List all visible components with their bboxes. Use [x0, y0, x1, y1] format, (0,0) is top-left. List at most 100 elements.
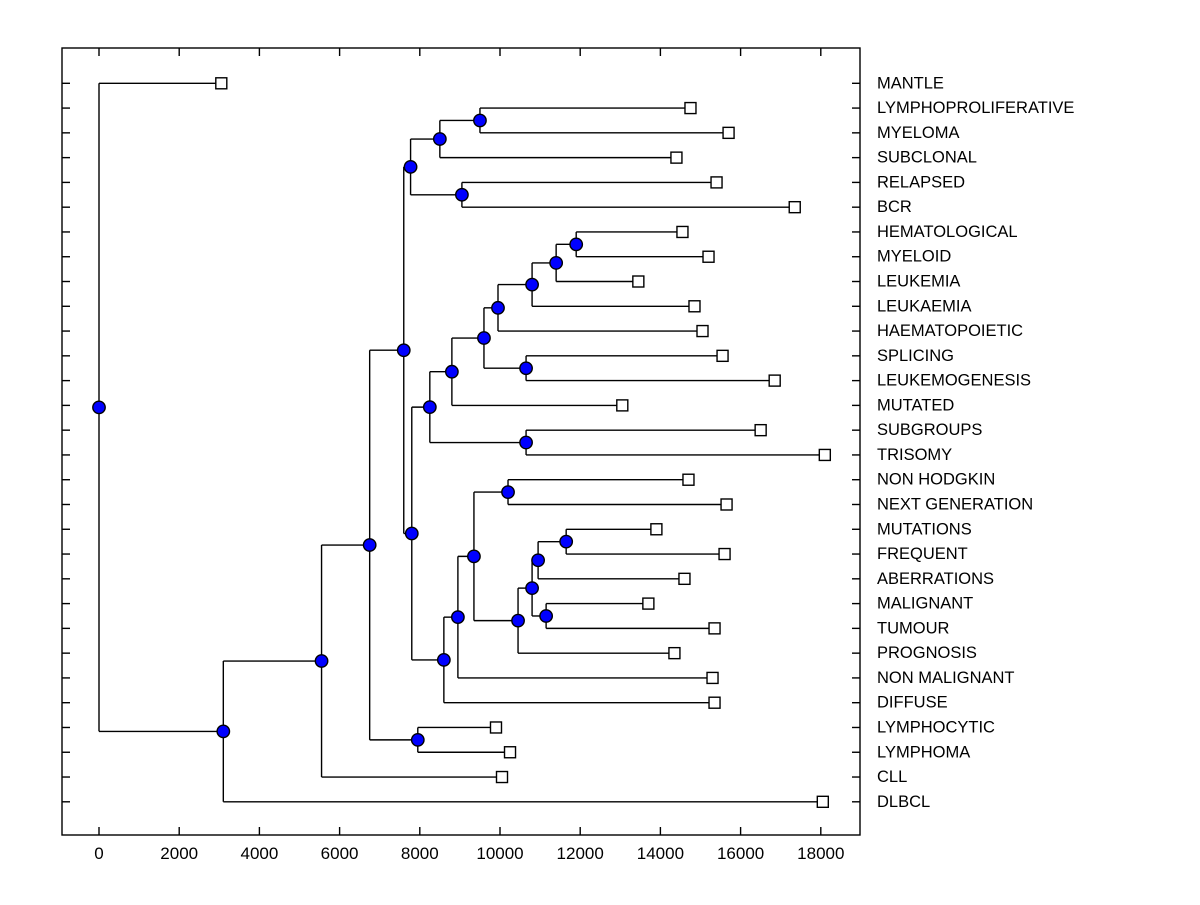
leaf-label: NEXT GENERATION: [877, 495, 1033, 513]
leaf-node-marker: [676, 225, 689, 239]
branch-node-dot: [525, 277, 539, 292]
leaf-node-marker: [720, 498, 733, 511]
leaf-node-marker: [503, 746, 517, 759]
leaf-node-marker: [678, 572, 691, 586]
leaf-node-marker: [668, 646, 681, 660]
branch-node-dot: [422, 400, 437, 415]
x-tick-label: 16000: [717, 844, 764, 863]
leaf-node-marker: [708, 622, 721, 635]
leaf-label: DIFFUSE: [877, 694, 948, 712]
x-tick-label: 12000: [557, 844, 604, 863]
leaf-node-marker: [215, 77, 228, 90]
leaf-label: SPLICING: [877, 347, 954, 365]
leaf-label: NON MALIGNANT: [877, 669, 1015, 687]
leaf-node-marker: [754, 423, 767, 437]
branch-node-dot: [519, 435, 533, 450]
leaf-node-marker: [708, 696, 721, 709]
leaf-node-marker: [718, 547, 731, 561]
leaf-label: SUBCLONAL: [877, 149, 977, 167]
branch-node-dot: [362, 538, 377, 552]
leaf-label: LYMPHOMA: [877, 743, 970, 761]
leaf-label: MALIGNANT: [877, 595, 973, 613]
branch-node-dot: [539, 609, 554, 623]
leaf-label: TRISOMY: [877, 446, 952, 464]
branch-node-dot: [511, 613, 525, 628]
leaf-label: LEUKAEMIA: [877, 297, 971, 315]
x-tick-label: 0: [94, 844, 103, 863]
leaf-node-marker: [632, 275, 645, 288]
leaf-label: CLL: [877, 768, 907, 786]
branch-node-dot: [455, 187, 469, 202]
leaf-label: ABERRATIONS: [877, 570, 994, 588]
branch-node-dot: [314, 654, 329, 668]
leaf-label: TUMOUR: [877, 619, 949, 637]
leaf-node-marker: [706, 671, 719, 685]
leaf-label: MUTATIONS: [877, 520, 972, 538]
branch-node-dot: [549, 256, 564, 270]
leaf-node-marker: [722, 126, 735, 140]
leaf-label: LEUKEMIA: [877, 273, 960, 291]
branch-node-dot: [559, 534, 574, 549]
branch-node-dot: [477, 331, 491, 345]
leaf-label: LYMPHOCYTIC: [877, 718, 995, 736]
x-tick-label: 10000: [476, 844, 523, 863]
branch-node-dot: [216, 724, 231, 739]
branch-node-dot: [501, 485, 515, 500]
leaf-node-marker: [642, 597, 655, 610]
leaf-node-marker: [616, 399, 629, 412]
leaf-label: LEUKEMOGENESIS: [877, 372, 1031, 390]
branch-node-dot: [531, 553, 545, 568]
leaf-label: SUBGROUPS: [877, 421, 982, 439]
branch-node-dot: [467, 549, 481, 564]
x-tick-label: 2000: [160, 844, 198, 863]
leaf-label: PROGNOSIS: [877, 644, 977, 662]
plot-box: [61, 47, 861, 836]
branch-node-dot: [519, 361, 533, 376]
leaf-node-marker: [670, 151, 683, 164]
branch-node-dot: [396, 343, 411, 358]
leaf-label: MUTATED: [877, 396, 954, 414]
leaf-node-marker: [650, 523, 663, 536]
leaf-label: NON HODGKIN: [877, 471, 995, 489]
leaf-node-marker: [489, 721, 503, 734]
x-tick-label: 18000: [797, 844, 844, 863]
leaf-label: MYELOID: [877, 248, 951, 266]
branch-node-dot: [444, 364, 459, 379]
leaf-label: HAEMATOPOIETIC: [877, 322, 1023, 340]
leaf-label: HEMATOLOGICAL: [877, 223, 1018, 241]
leaf-node-marker: [682, 473, 695, 486]
branch-node-dot: [569, 237, 584, 252]
leaf-label: FREQUENT: [877, 545, 968, 563]
labels: 0 2000 4000 6000 8000 10000 12000 14000 16000 180…: [94, 74, 1074, 863]
branch-node-dot: [491, 300, 505, 315]
branch-node-dot: [92, 400, 106, 415]
x-tick-label: 6000: [321, 844, 359, 863]
x-tick-label: 8000: [401, 844, 439, 863]
leaf-node-marker: [818, 448, 832, 462]
leaf-node-marker: [684, 101, 697, 115]
axes: [61, 47, 861, 836]
leaf-label: MYELOMA: [877, 124, 960, 142]
branch-node-dot: [436, 653, 451, 667]
leaf-label: BCR: [877, 198, 912, 216]
branch-node-dot: [525, 581, 539, 596]
leaf-node-marker: [688, 300, 701, 313]
branch-node-dot: [473, 113, 487, 128]
leaf-node-marker: [768, 374, 781, 387]
branch-node-dot: [450, 610, 465, 625]
leaf-node-marker: [816, 795, 830, 809]
leaf-label: LYMPHOPROLIFERATIVE: [877, 99, 1074, 117]
branch-node-dot: [404, 526, 419, 541]
leaf-node-marker: [495, 770, 509, 784]
leaf-node-marker: [788, 200, 801, 214]
branch-node-dot: [432, 132, 447, 146]
leaf-node-marker: [696, 324, 709, 338]
leaf-node-marker: [716, 349, 729, 363]
leaf-label: DLBCL: [877, 793, 930, 811]
leaf-label: RELAPSED: [877, 173, 965, 191]
x-tick-label: 4000: [240, 844, 278, 863]
leaf-node-marker: [702, 250, 715, 263]
tree-markers: [92, 77, 832, 809]
